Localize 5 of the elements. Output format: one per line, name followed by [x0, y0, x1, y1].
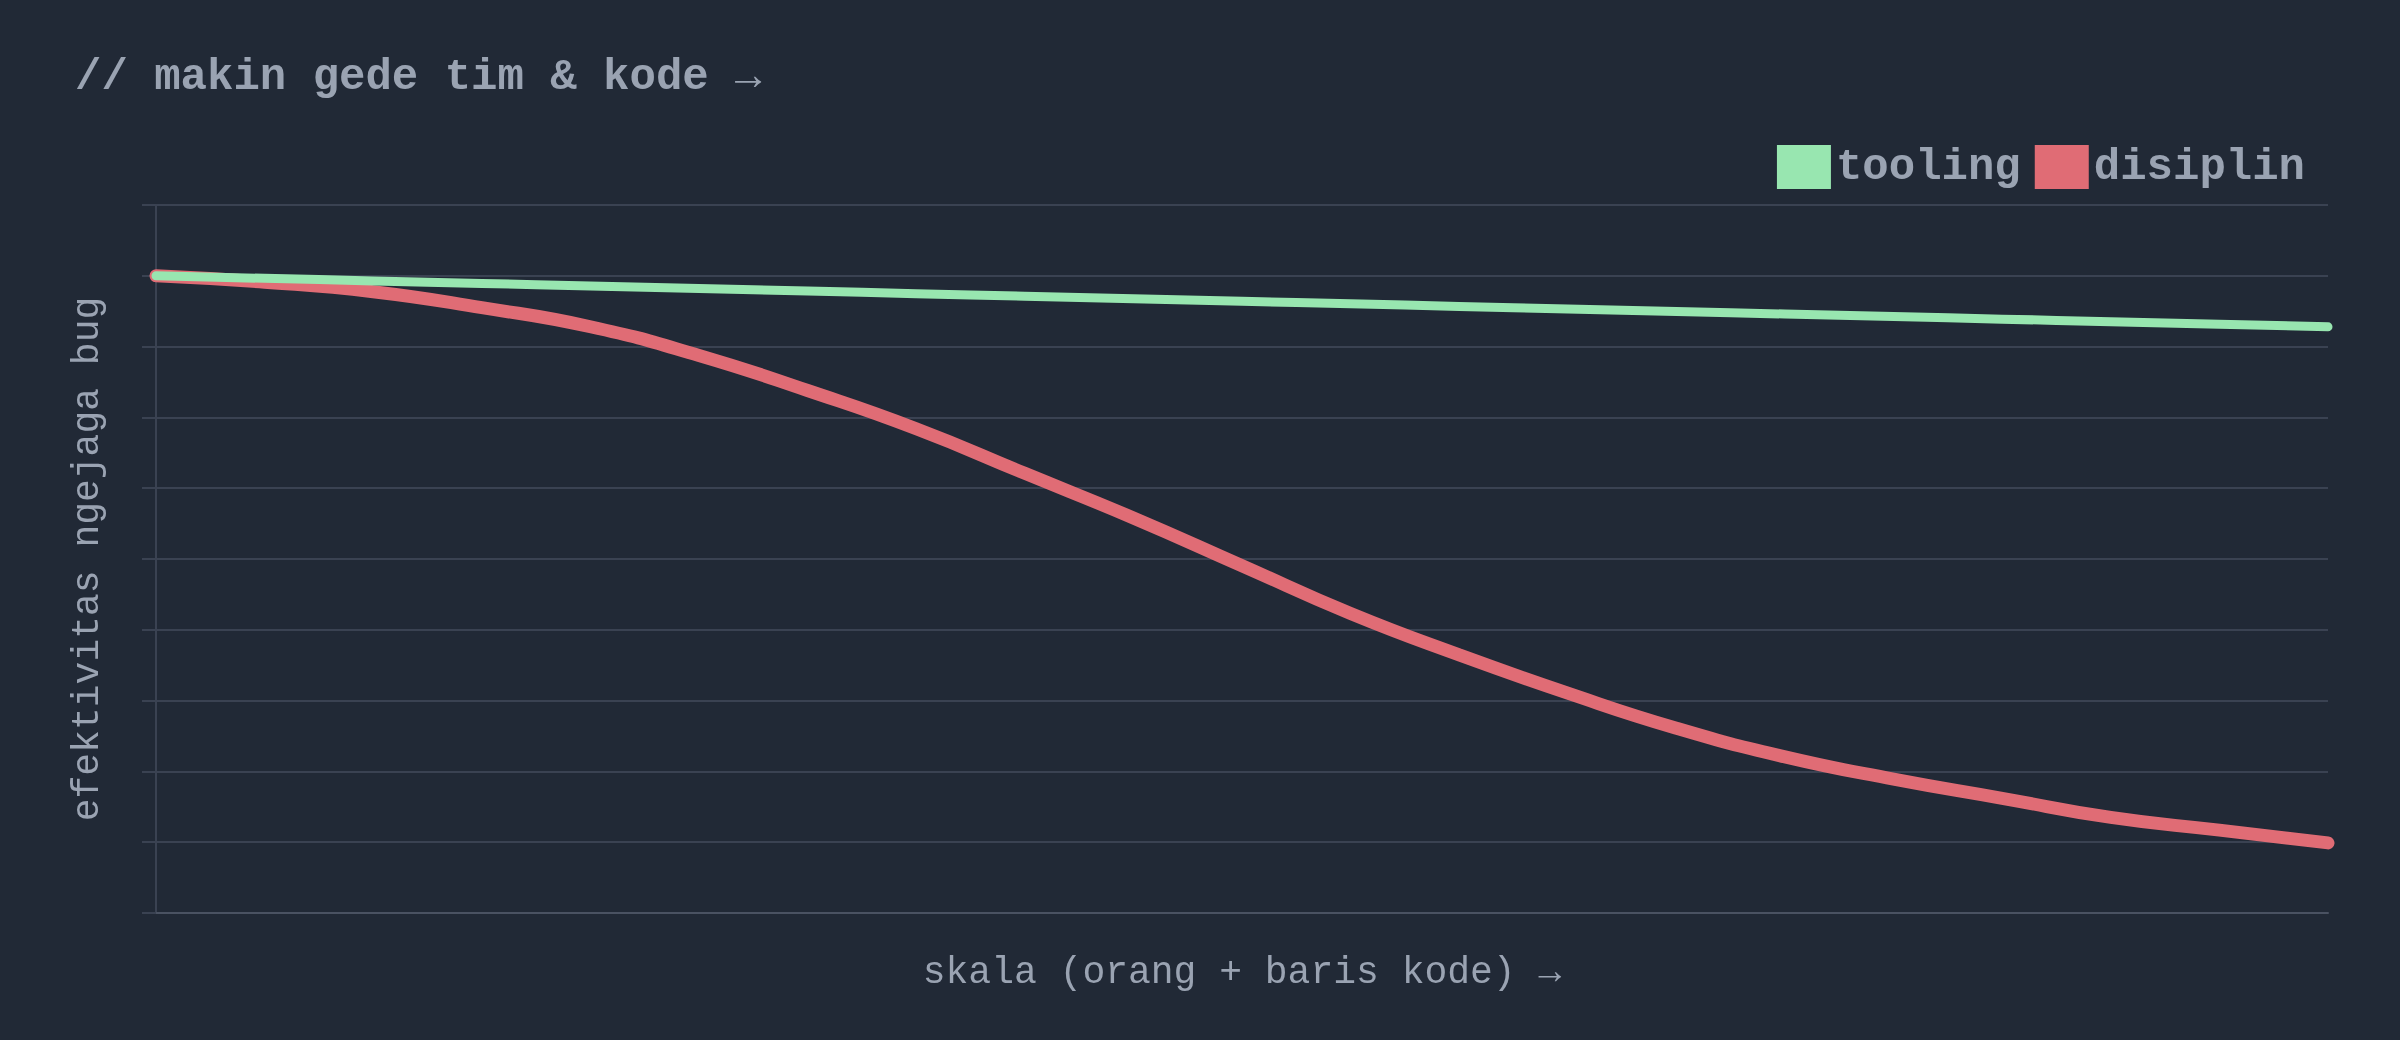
- x-axis-title: skala (orang + baris kode) →: [922, 950, 1562, 994]
- legend-label: disiplin: [2093, 142, 2305, 192]
- y-axis-title: efektivitas ngejaga bug: [65, 296, 109, 822]
- legend-label: tooling: [1835, 142, 2021, 192]
- chart-title: // makin gede tim & kode →: [75, 52, 763, 102]
